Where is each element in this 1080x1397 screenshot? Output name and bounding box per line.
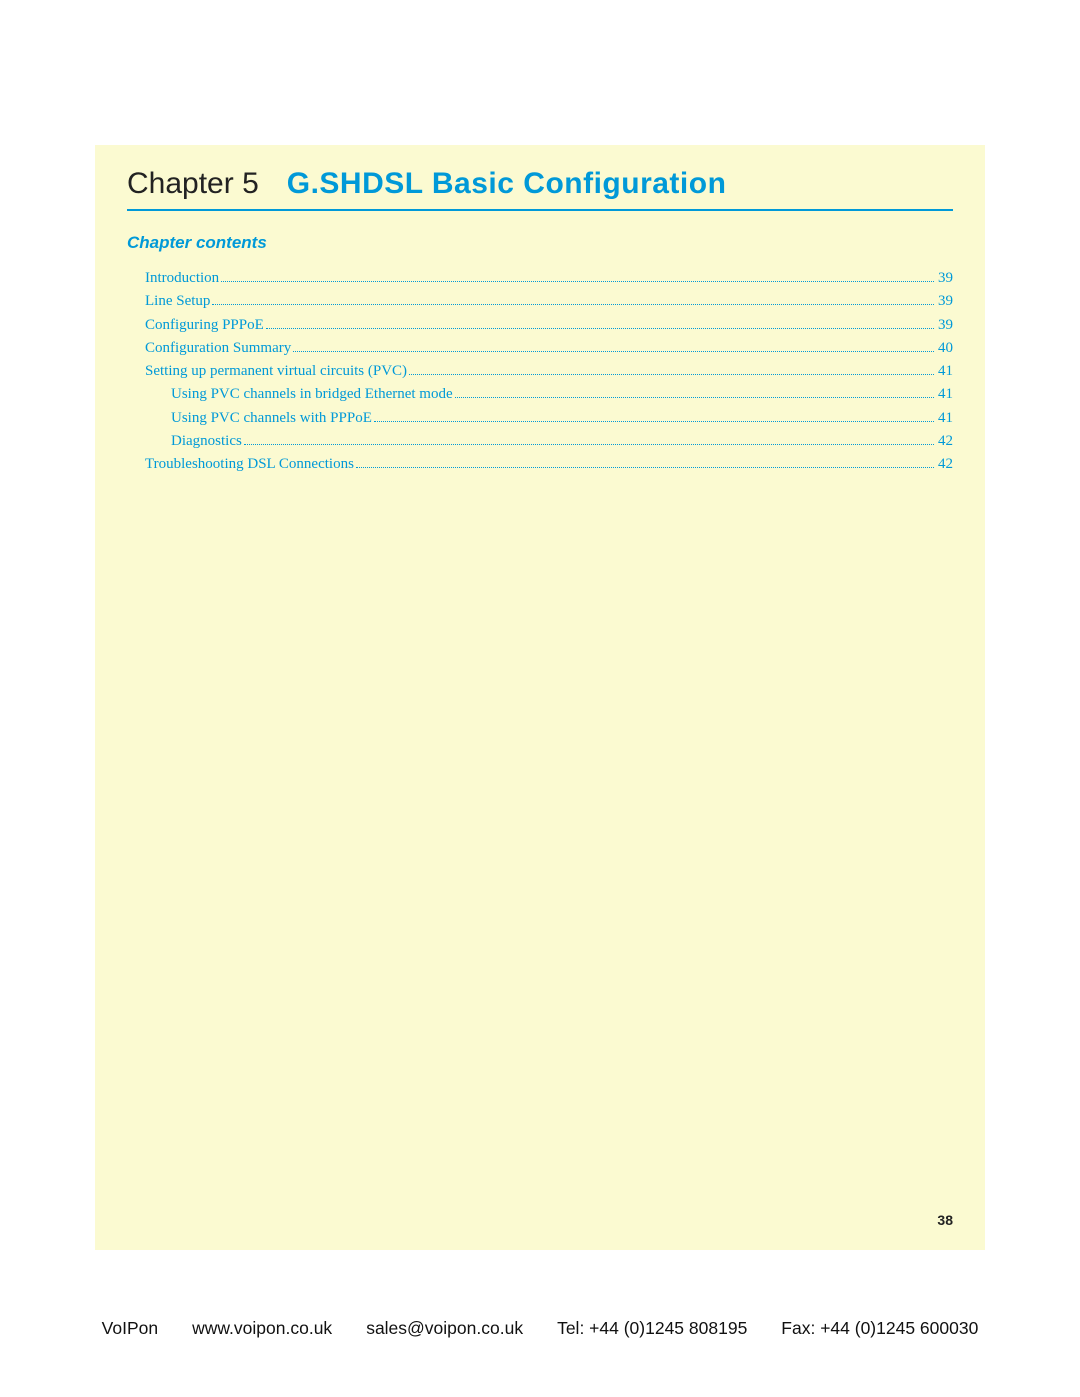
toc-entry-page: 41 [938, 383, 953, 406]
contents-heading: Chapter contents [127, 233, 953, 253]
toc-leader-dots [455, 385, 934, 399]
toc-leader-dots [374, 408, 934, 422]
toc-entry-page: 39 [938, 290, 953, 313]
toc-entry[interactable]: Troubleshooting DSL Connections 42 [127, 453, 953, 476]
page-number: 38 [937, 1212, 953, 1228]
toc-entry[interactable]: Configuring PPPoE 39 [127, 314, 953, 337]
toc-entry[interactable]: Line Setup 39 [127, 290, 953, 313]
toc-entry-label: Diagnostics [171, 430, 242, 453]
toc-entry[interactable]: Diagnostics 42 [127, 430, 953, 453]
toc-entry-label: Using PVC channels with PPPoE [171, 407, 372, 430]
toc-entry-page: 40 [938, 337, 953, 360]
toc-entry[interactable]: Configuration Summary 40 [127, 337, 953, 360]
toc-leader-dots [409, 362, 934, 376]
toc-entry[interactable]: Using PVC channels in bridged Ethernet m… [127, 383, 953, 406]
toc-leader-dots [356, 455, 934, 469]
toc-entry-label: Setting up permanent virtual circuits (P… [145, 360, 407, 383]
toc-entry-page: 39 [938, 314, 953, 337]
footer: VoIPon www.voipon.co.uk sales@voipon.co.… [0, 1318, 1080, 1339]
toc-entry-label: Using PVC channels in bridged Ethernet m… [171, 383, 453, 406]
footer-fax: Fax: +44 (0)1245 600030 [781, 1318, 978, 1339]
chapter-header: Chapter 5 G.SHDSL Basic Configuration [127, 167, 953, 211]
footer-url[interactable]: www.voipon.co.uk [192, 1318, 332, 1339]
toc-entry-page: 42 [938, 453, 953, 476]
toc-entry-label: Introduction [145, 267, 219, 290]
toc-entry-page: 41 [938, 407, 953, 430]
toc-leader-dots [221, 269, 934, 283]
toc-entry-page: 42 [938, 430, 953, 453]
toc-entry[interactable]: Using PVC channels with PPPoE 41 [127, 407, 953, 430]
toc-leader-dots [244, 431, 934, 445]
toc-entry[interactable]: Setting up permanent virtual circuits (P… [127, 360, 953, 383]
toc-entry-label: Configuration Summary [145, 337, 291, 360]
footer-email[interactable]: sales@voipon.co.uk [366, 1318, 523, 1339]
toc-entry[interactable]: Introduction 39 [127, 267, 953, 290]
document-page: Chapter 5 G.SHDSL Basic Configuration Ch… [95, 145, 985, 1250]
toc-entry-label: Line Setup [145, 290, 210, 313]
toc-leader-dots [212, 292, 934, 306]
chapter-title: G.SHDSL Basic Configuration [287, 167, 727, 201]
footer-company: VoIPon [102, 1318, 158, 1339]
footer-tel: Tel: +44 (0)1245 808195 [557, 1318, 747, 1339]
table-of-contents: Introduction39Line Setup39Configuring PP… [127, 267, 953, 476]
toc-entry-page: 39 [938, 267, 953, 290]
chapter-label: Chapter 5 [127, 167, 259, 201]
toc-entry-label: Troubleshooting DSL Connections [145, 453, 354, 476]
toc-entry-page: 41 [938, 360, 953, 383]
toc-leader-dots [293, 338, 934, 352]
toc-entry-label: Configuring PPPoE [145, 314, 264, 337]
toc-leader-dots [266, 315, 934, 329]
